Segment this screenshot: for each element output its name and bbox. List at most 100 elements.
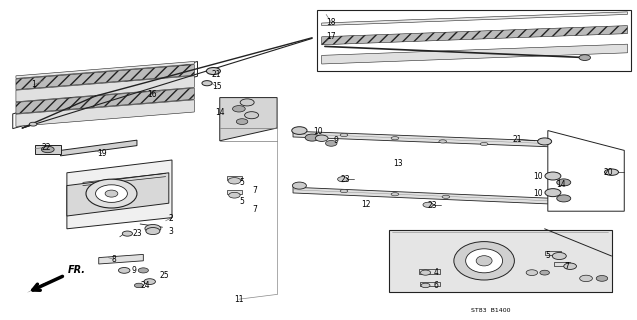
- Ellipse shape: [229, 192, 240, 198]
- Ellipse shape: [86, 179, 137, 208]
- Ellipse shape: [540, 270, 549, 275]
- Polygon shape: [548, 131, 624, 211]
- Text: 10: 10: [313, 127, 324, 136]
- Text: 21: 21: [513, 135, 522, 144]
- Ellipse shape: [105, 190, 118, 197]
- Ellipse shape: [423, 202, 433, 207]
- Ellipse shape: [315, 135, 328, 141]
- Text: 19: 19: [97, 149, 107, 158]
- Ellipse shape: [138, 268, 148, 273]
- Polygon shape: [419, 269, 440, 274]
- Text: 8: 8: [111, 255, 116, 264]
- Polygon shape: [99, 254, 143, 264]
- Ellipse shape: [442, 195, 450, 198]
- Ellipse shape: [292, 182, 306, 189]
- Text: 7: 7: [564, 262, 569, 271]
- Ellipse shape: [557, 195, 571, 202]
- Ellipse shape: [605, 169, 619, 175]
- Ellipse shape: [421, 283, 430, 288]
- Ellipse shape: [338, 177, 348, 182]
- Ellipse shape: [580, 275, 592, 282]
- Polygon shape: [420, 282, 440, 286]
- Text: ST83  B1400: ST83 B1400: [471, 308, 510, 313]
- Text: 18: 18: [327, 18, 336, 27]
- Text: 14: 14: [215, 108, 225, 116]
- Polygon shape: [35, 145, 61, 154]
- Text: 25: 25: [159, 271, 169, 280]
- Text: 20: 20: [603, 168, 613, 177]
- Text: 1: 1: [31, 80, 36, 89]
- Text: FR.: FR.: [68, 265, 86, 275]
- Ellipse shape: [538, 138, 552, 145]
- Polygon shape: [16, 100, 194, 126]
- Ellipse shape: [454, 242, 514, 280]
- Polygon shape: [220, 98, 277, 141]
- Text: 3: 3: [168, 228, 173, 236]
- Ellipse shape: [557, 179, 571, 186]
- Ellipse shape: [326, 140, 337, 146]
- Ellipse shape: [391, 193, 399, 196]
- Ellipse shape: [118, 268, 130, 273]
- Ellipse shape: [420, 270, 431, 275]
- Text: 23: 23: [427, 201, 437, 210]
- Ellipse shape: [240, 99, 254, 106]
- Ellipse shape: [122, 231, 132, 236]
- Ellipse shape: [233, 106, 245, 112]
- Polygon shape: [554, 262, 570, 266]
- Polygon shape: [16, 76, 194, 102]
- Text: 15: 15: [211, 82, 222, 91]
- Polygon shape: [322, 44, 627, 64]
- Text: 23: 23: [132, 229, 142, 238]
- Ellipse shape: [145, 225, 161, 232]
- Ellipse shape: [236, 119, 248, 124]
- Polygon shape: [545, 251, 561, 255]
- Ellipse shape: [228, 178, 241, 184]
- Ellipse shape: [466, 249, 503, 273]
- Polygon shape: [16, 88, 194, 114]
- Ellipse shape: [564, 263, 576, 269]
- Text: 2: 2: [168, 214, 173, 223]
- Ellipse shape: [545, 172, 561, 180]
- Text: 7: 7: [252, 205, 257, 214]
- Ellipse shape: [41, 146, 54, 153]
- Text: 9: 9: [334, 136, 339, 145]
- Ellipse shape: [579, 55, 590, 60]
- Ellipse shape: [480, 142, 488, 146]
- Ellipse shape: [305, 134, 319, 141]
- Ellipse shape: [96, 185, 127, 203]
- Text: 14: 14: [555, 180, 566, 188]
- Polygon shape: [16, 61, 194, 78]
- Text: 5: 5: [240, 178, 245, 187]
- Ellipse shape: [292, 127, 307, 134]
- Text: 9: 9: [131, 266, 136, 275]
- Ellipse shape: [439, 140, 447, 143]
- Text: 11: 11: [234, 295, 243, 304]
- Ellipse shape: [526, 270, 538, 276]
- Polygon shape: [293, 131, 561, 147]
- Ellipse shape: [146, 228, 160, 235]
- Polygon shape: [27, 275, 65, 293]
- Polygon shape: [317, 10, 631, 71]
- Polygon shape: [293, 187, 554, 204]
- Text: 22: 22: [41, 143, 50, 152]
- Polygon shape: [389, 230, 612, 292]
- Text: 10: 10: [533, 172, 543, 180]
- Ellipse shape: [340, 133, 348, 137]
- Text: 6: 6: [434, 281, 439, 290]
- Polygon shape: [61, 140, 137, 156]
- Text: 21: 21: [212, 70, 221, 79]
- Text: 13: 13: [393, 159, 403, 168]
- Ellipse shape: [202, 81, 212, 86]
- Polygon shape: [13, 61, 197, 129]
- Polygon shape: [16, 65, 194, 90]
- Ellipse shape: [144, 279, 155, 284]
- Text: 7: 7: [252, 186, 257, 195]
- Ellipse shape: [545, 188, 561, 196]
- Text: 5: 5: [240, 197, 245, 206]
- Polygon shape: [67, 160, 172, 229]
- Ellipse shape: [245, 112, 259, 119]
- Polygon shape: [67, 173, 169, 216]
- Text: 10: 10: [533, 189, 543, 198]
- Polygon shape: [322, 12, 627, 26]
- Text: 23: 23: [340, 175, 350, 184]
